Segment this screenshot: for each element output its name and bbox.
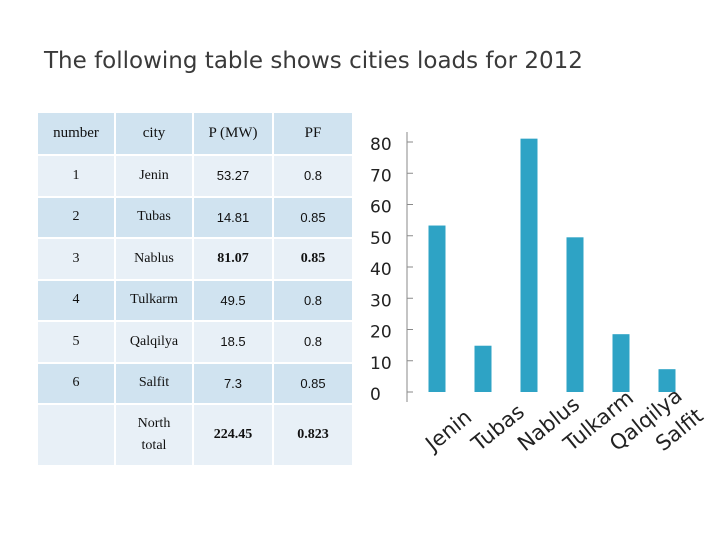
header-city: city xyxy=(116,113,194,156)
cell-power: 49.5 xyxy=(194,280,274,322)
cell-pf: 0.85 xyxy=(274,197,354,239)
cell-pf: 0.85 xyxy=(274,239,354,281)
cell-number: 1 xyxy=(38,156,116,198)
table-row: 4 Tulkarm 49.5 0.8 xyxy=(38,280,354,322)
header-pf: PF xyxy=(274,113,354,156)
cell-city: Salfit xyxy=(116,363,194,405)
total-label-line1: North xyxy=(137,416,171,431)
y-tick-label: 10 xyxy=(370,354,392,374)
cell-pf: 0.8 xyxy=(274,280,354,322)
cell-power: 18.5 xyxy=(194,322,274,364)
y-tick-label: 30 xyxy=(370,291,392,311)
bar-qalqilya xyxy=(612,334,630,392)
cell-pf: 0.8 xyxy=(274,156,354,198)
x-tick-label: Jenin xyxy=(419,405,476,457)
y-tick-label: 60 xyxy=(370,198,392,218)
table-row: 3 Nablus 81.07 0.85 xyxy=(38,239,354,281)
cell-city: Nablus xyxy=(116,239,194,281)
cell-power: 7.3 xyxy=(194,363,274,405)
bar-salfit xyxy=(658,369,676,392)
table-row: 2 Tubas 14.81 0.85 xyxy=(38,197,354,239)
cell-number: 5 xyxy=(38,322,116,364)
cell-power: 81.07 xyxy=(194,239,274,281)
bar-jenin xyxy=(428,225,446,392)
cell-number: 6 xyxy=(38,363,116,405)
page-title: The following table shows cities loads f… xyxy=(44,48,583,74)
cell-power: 53.27 xyxy=(194,156,274,198)
header-power: P (MW) xyxy=(194,113,274,156)
cell-power: 14.81 xyxy=(194,197,274,239)
y-tick-label: 80 xyxy=(370,135,392,155)
cell-total-power: 224.45 xyxy=(194,405,274,467)
table-header-row: number city P (MW) PF xyxy=(38,113,354,156)
y-tick-label: 50 xyxy=(370,229,392,249)
loads-table: number city P (MW) PF 1 Jenin 53.27 0.8 … xyxy=(38,113,354,467)
y-tick-label: 70 xyxy=(370,166,392,186)
cell-number: 3 xyxy=(38,239,116,281)
table-row: 6 Salfit 7.3 0.85 xyxy=(38,363,354,405)
total-label-line2: total xyxy=(141,438,167,453)
cell-number: 2 xyxy=(38,197,116,239)
cell-city: Jenin xyxy=(116,156,194,198)
y-tick-label: 20 xyxy=(370,323,392,343)
cell-pf: 0.8 xyxy=(274,322,354,364)
cell-total-label: North total xyxy=(116,405,194,467)
y-tick-label: 40 xyxy=(370,260,392,280)
table-total-row: North total 224.45 0.823 xyxy=(38,405,354,467)
bar-tubas xyxy=(474,345,492,392)
header-number: number xyxy=(38,113,116,156)
table-row: 5 Qalqilya 18.5 0.8 xyxy=(38,322,354,364)
cell-pf: 0.85 xyxy=(274,363,354,405)
cell-total-pf: 0.823 xyxy=(274,405,354,467)
cell-number: 4 xyxy=(38,280,116,322)
cell-city: Tulkarm xyxy=(116,280,194,322)
y-tick-label: 0 xyxy=(370,385,381,405)
cell-city: Qalqilya xyxy=(116,322,194,364)
x-tick-label: Tubas xyxy=(466,399,529,456)
cell-number xyxy=(38,405,116,467)
cell-city: Tubas xyxy=(116,197,194,239)
table-row: 1 Jenin 53.27 0.8 xyxy=(38,156,354,198)
bar-nablus xyxy=(520,138,538,392)
bar-tulkarm xyxy=(566,237,584,392)
